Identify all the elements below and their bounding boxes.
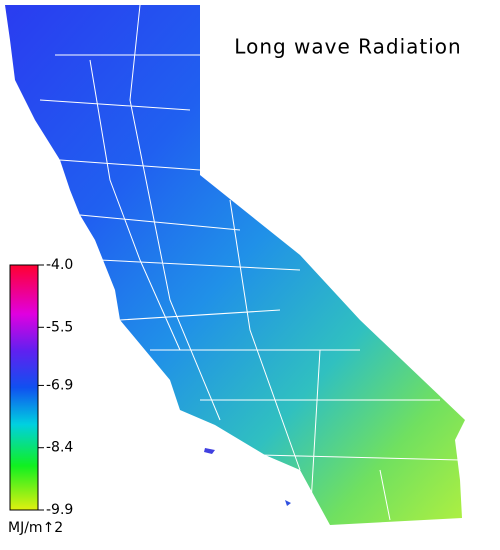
colorbar (9, 264, 39, 511)
colorbar-unit: MJ/m↑2 (8, 520, 63, 536)
channel-island (204, 448, 215, 454)
channel-island (285, 500, 291, 506)
colorbar-tick-label: -4.0 (46, 257, 73, 273)
colorbar-tick-label: -9.9 (46, 502, 73, 518)
colorbar-tick-label: -5.5 (46, 319, 73, 335)
colorbar-tick-label: -6.9 (46, 377, 73, 393)
colorbar-tick-label: -8.4 (46, 440, 73, 456)
map-title: Long wave Radiation (234, 35, 461, 59)
county-lines (39, 4, 461, 521)
california-shape (5, 5, 465, 525)
